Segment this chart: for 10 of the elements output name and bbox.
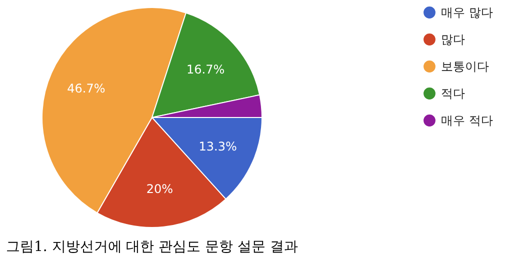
- data-label: 13.3%: [198, 140, 237, 154]
- data-label: 20%: [146, 182, 174, 196]
- legend-label: 매우 적다: [441, 114, 493, 128]
- caption: 그림1. 지방선거에 대한 관심도 문항 설문 결과: [6, 239, 298, 255]
- data-label: 16.7%: [186, 62, 225, 76]
- legend-label: 적다: [441, 86, 465, 100]
- legend-label: 많다: [441, 32, 465, 46]
- legend-label: 매우 많다: [441, 6, 493, 20]
- data-label: 46.7%: [67, 81, 106, 96]
- legend-label: 보통이다: [441, 60, 489, 74]
